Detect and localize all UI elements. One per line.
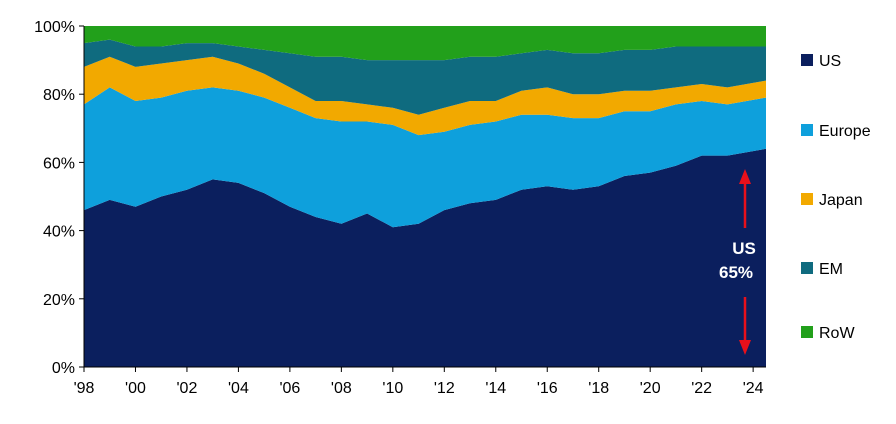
x-tick-label: '06 bbox=[279, 380, 300, 397]
x-tick-label: '12 bbox=[434, 380, 455, 397]
x-tick-label: '98 bbox=[74, 380, 95, 397]
y-tick-label: 80% bbox=[43, 87, 75, 104]
area-japan bbox=[84, 56, 766, 136]
area-europe bbox=[84, 87, 766, 228]
x-tick-label: '02 bbox=[177, 380, 198, 397]
x-tick-label: '14 bbox=[485, 380, 506, 397]
x-tick-label: '08 bbox=[331, 380, 352, 397]
legend-swatch bbox=[801, 54, 813, 66]
annotation-line2: 65% bbox=[719, 263, 753, 282]
y-tick-label: 40% bbox=[43, 224, 75, 241]
legend-item-europe: Europe bbox=[801, 123, 871, 140]
legend-label: EM bbox=[819, 261, 843, 278]
legend-swatch bbox=[801, 326, 813, 338]
legend-label: US bbox=[819, 53, 841, 70]
x-tick-label: '18 bbox=[588, 380, 609, 397]
legend-swatch bbox=[801, 124, 813, 136]
series-areas bbox=[84, 26, 766, 367]
legend-label: Japan bbox=[819, 192, 863, 209]
legend-item-us: US bbox=[801, 53, 841, 70]
x-tick-label: '20 bbox=[640, 380, 661, 397]
legend-label: Europe bbox=[819, 123, 871, 140]
us-share-annotation: US 65% bbox=[719, 169, 756, 355]
area-row bbox=[84, 26, 766, 61]
x-tick-label: '24 bbox=[743, 380, 764, 397]
x-tick-label: '04 bbox=[228, 380, 249, 397]
legend-swatch bbox=[801, 262, 813, 274]
x-tick-label: '22 bbox=[691, 380, 712, 397]
arrow-up-head bbox=[739, 169, 751, 184]
annotation-line1: US bbox=[732, 239, 756, 258]
y-tick-label: 100% bbox=[34, 19, 75, 36]
legend: US Europe Japan EM RoW bbox=[801, 53, 871, 342]
y-tick-label: 60% bbox=[43, 155, 75, 172]
area-us bbox=[84, 148, 766, 367]
arrow-down-head bbox=[739, 340, 751, 355]
y-tick-label: 0% bbox=[52, 360, 75, 377]
legend-label: RoW bbox=[819, 325, 855, 342]
x-tick-label: '16 bbox=[537, 380, 558, 397]
area-em bbox=[84, 39, 766, 115]
x-tick-label: '00 bbox=[125, 380, 146, 397]
legend-item-row: RoW bbox=[801, 325, 855, 342]
legend-item-em: EM bbox=[801, 261, 843, 278]
x-tick-label: '10 bbox=[382, 380, 403, 397]
axes: 0% 20% 40% 60% 80% 100% '98 '00 '02 '04 '06 '08 '10 '… bbox=[34, 19, 766, 397]
y-tick-label: 20% bbox=[43, 292, 75, 309]
legend-item-japan: Japan bbox=[801, 192, 863, 209]
legend-swatch bbox=[801, 193, 813, 205]
